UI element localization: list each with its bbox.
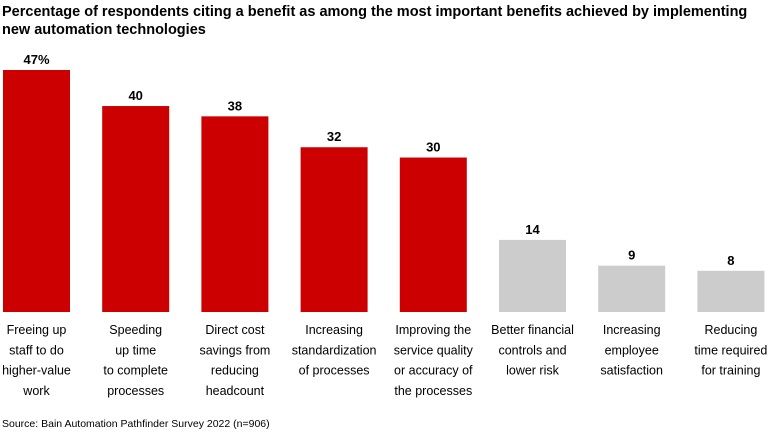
data-label: 40: [128, 88, 142, 103]
data-label: 8: [727, 253, 734, 268]
bar: [697, 270, 765, 312]
chart-title: Percentage of respondents citing a benef…: [2, 4, 748, 38]
bar: [300, 147, 368, 312]
data-label: 14: [525, 222, 540, 237]
category-label: Increasing standardization of processes: [292, 323, 377, 378]
category-label: Better financial controls and lower risk: [491, 323, 574, 378]
category-label: Increasing employee satisfaction: [600, 323, 663, 378]
bar: [201, 116, 269, 312]
category-label: Freeing up staff to do higher-value work: [2, 323, 71, 398]
data-label: 47%: [23, 52, 49, 67]
bar: [3, 70, 70, 312]
data-label: 32: [327, 129, 341, 144]
category-label: Direct cost savings from reducing headcount: [199, 323, 270, 398]
bar: [102, 106, 170, 312]
data-label: 9: [628, 248, 635, 263]
data-label: 38: [228, 98, 242, 113]
category-label: Speeding up time to complete processes: [103, 323, 168, 398]
bar: [499, 239, 566, 312]
category-label: Reducing time required for training: [694, 323, 767, 378]
bar: [598, 265, 666, 312]
source-note: Source: Bain Automation Pathfinder Surve…: [2, 418, 270, 430]
bar: [399, 157, 467, 312]
data-label: 30: [426, 140, 440, 155]
category-label: Improving the service quality or accuracy …: [394, 323, 474, 398]
